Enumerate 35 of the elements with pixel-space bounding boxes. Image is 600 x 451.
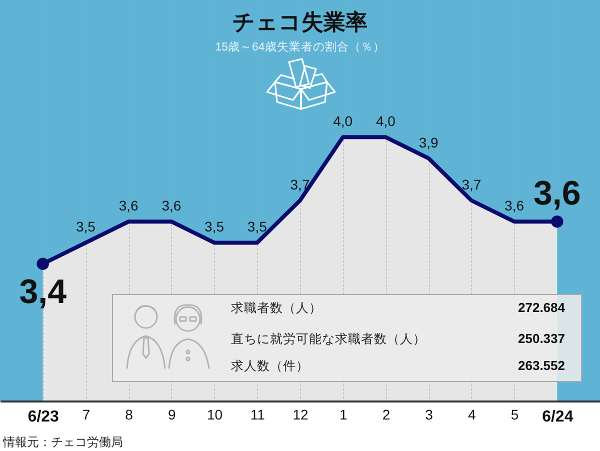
data-label: 3,7 bbox=[462, 176, 482, 192]
x-tick-label: 10 bbox=[206, 406, 223, 422]
data-label: 3,6 bbox=[534, 174, 581, 213]
x-tick-label: 11 bbox=[250, 406, 266, 422]
data-label: 3,6 bbox=[118, 198, 139, 214]
annotation: 272.684 bbox=[518, 300, 565, 316]
data-label: 3,5 bbox=[247, 218, 268, 235]
data-label: 3,6 bbox=[162, 198, 182, 214]
text: 15歳～64歳失業者の割合（％） bbox=[215, 40, 385, 54]
x-tick-label: 6/24 bbox=[542, 408, 574, 426]
data-label: 3,5 bbox=[76, 218, 96, 235]
x-tick-label: 3 bbox=[425, 406, 434, 422]
data-label: 4,0 bbox=[333, 113, 353, 130]
data-label: 3,7 bbox=[290, 176, 310, 192]
x-tick-label: 6/23 bbox=[28, 408, 60, 426]
data-label: 3,6 bbox=[504, 198, 524, 214]
annotation: 263.552 bbox=[518, 358, 565, 374]
x-tick-label: 12 bbox=[292, 406, 308, 422]
chart-title: チェコ失業率 bbox=[232, 10, 368, 34]
data-label: 3,9 bbox=[418, 134, 439, 150]
data-label: 3,5 bbox=[204, 218, 224, 235]
x-tick-label: 9 bbox=[168, 406, 176, 422]
x-tick-label: 4 bbox=[468, 406, 476, 422]
annotation: 直ちに就労可能な求職者数（人） bbox=[231, 331, 426, 347]
annotation: 求職者数（人） bbox=[231, 300, 322, 316]
x-tick-label: 7 bbox=[82, 406, 90, 422]
annotation: 250.337 bbox=[518, 331, 565, 347]
data-label: 4,0 bbox=[376, 113, 396, 130]
annotation: 求人数（件） bbox=[231, 358, 309, 374]
data-label: 3,4 bbox=[19, 272, 67, 311]
x-tick-label: 8 bbox=[125, 406, 134, 422]
x-tick-label: 2 bbox=[382, 406, 390, 422]
text: 情報元：チェコ労働局 bbox=[3, 434, 123, 450]
x-tick-label: 5 bbox=[510, 406, 519, 422]
x-tick-label: 1 bbox=[339, 406, 348, 422]
